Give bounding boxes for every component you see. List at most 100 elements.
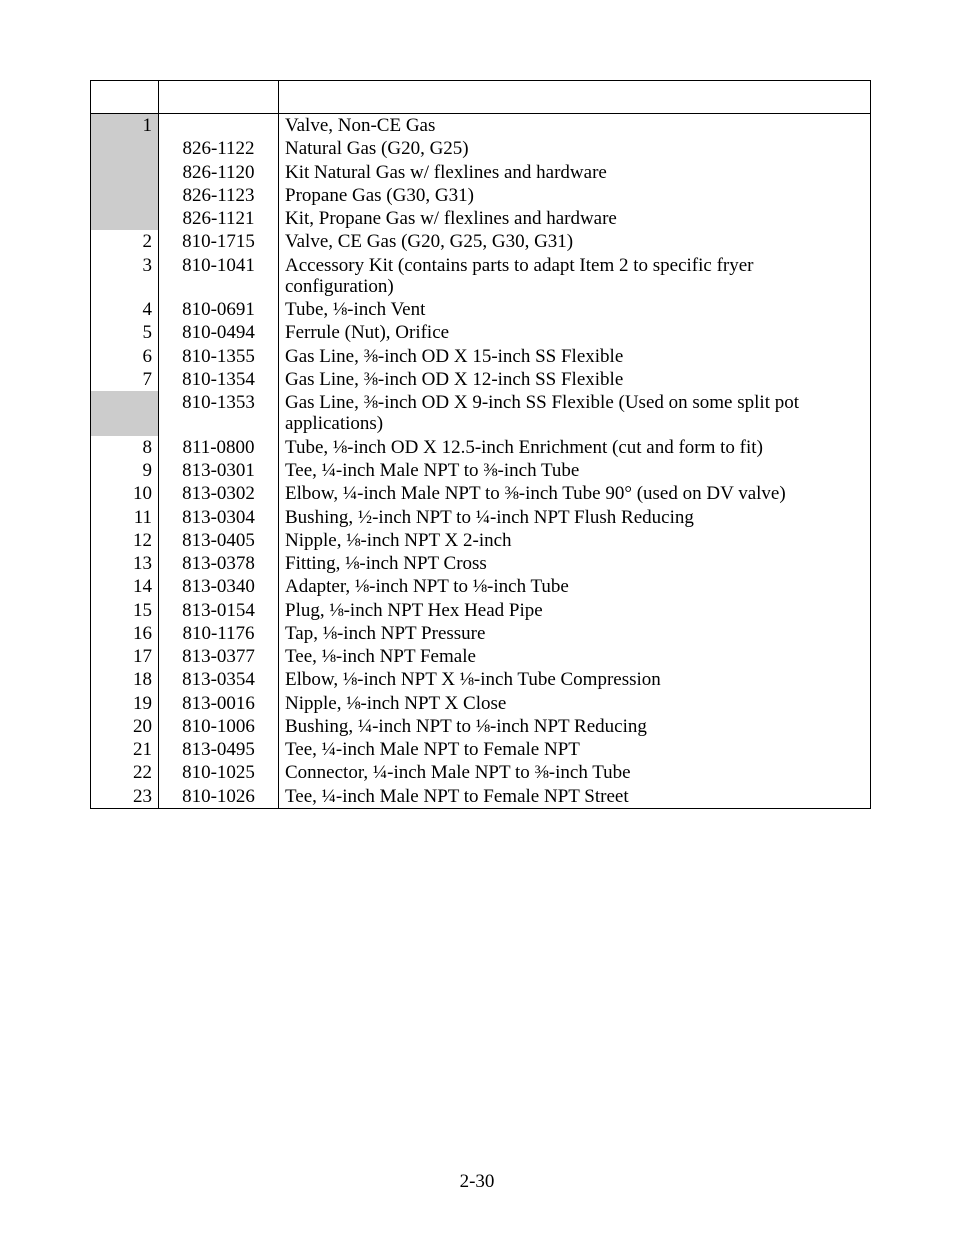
item-cell: [91, 207, 159, 230]
table-row: 1Valve, Non-CE Gas: [91, 114, 871, 138]
table-row: 19813-0016Nipple, ⅛-inch NPT X Close: [91, 692, 871, 715]
item-cell: 15: [91, 599, 159, 622]
part-cell: 813-0154: [159, 599, 279, 622]
table-header-row: [91, 81, 871, 114]
table-row: 14813-0340Adapter, ⅛-inch NPT to ⅛-inch …: [91, 575, 871, 598]
item-cell: 5: [91, 321, 159, 344]
part-cell: 813-0302: [159, 482, 279, 505]
item-cell: [91, 137, 159, 160]
desc-cell: Tee, ⅛-inch NPT Female: [279, 645, 871, 668]
table-row: 3810-1041Accessory Kit (contains parts t…: [91, 254, 871, 299]
desc-cell: Gas Line, ⅜-inch OD X 9-inch SS Flexible…: [279, 391, 871, 436]
desc-cell: Natural Gas (G20, G25): [279, 137, 871, 160]
item-cell: 6: [91, 345, 159, 368]
part-cell: 811-0800: [159, 436, 279, 459]
table-row: 12813-0405Nipple, ⅛-inch NPT X 2-inch: [91, 529, 871, 552]
item-cell: [91, 184, 159, 207]
item-cell: 23: [91, 785, 159, 809]
table-row: 11813-0304Bushing, ½-inch NPT to ¼-inch …: [91, 506, 871, 529]
part-cell: 826-1122: [159, 137, 279, 160]
desc-cell: Kit, Propane Gas w/ flexlines and hardwa…: [279, 207, 871, 230]
table-row: 23810-1026Tee, ¼-inch Male NPT to Female…: [91, 785, 871, 809]
part-cell: 810-1176: [159, 622, 279, 645]
part-cell: 813-0354: [159, 668, 279, 691]
desc-cell: Fitting, ⅛-inch NPT Cross: [279, 552, 871, 575]
table-row: 20810-1006Bushing, ¼-inch NPT to ⅛-inch …: [91, 715, 871, 738]
item-cell: 21: [91, 738, 159, 761]
part-cell: 813-0340: [159, 575, 279, 598]
col-part-header: [159, 81, 279, 114]
desc-cell: Tube, ⅛-inch OD X 12.5-inch Enrichment (…: [279, 436, 871, 459]
desc-cell: Tee, ¼-inch Male NPT to Female NPT Stree…: [279, 785, 871, 809]
item-cell: [91, 391, 159, 436]
table-row: 826-1122Natural Gas (G20, G25): [91, 137, 871, 160]
table-row: 9813-0301Tee, ¼-inch Male NPT to ⅜-inch …: [91, 459, 871, 482]
item-cell: 20: [91, 715, 159, 738]
item-cell: 3: [91, 254, 159, 299]
parts-table: 1Valve, Non-CE Gas826-1122Natural Gas (G…: [90, 80, 871, 809]
desc-cell: Elbow, ⅛-inch NPT X ⅛-inch Tube Compress…: [279, 668, 871, 691]
item-cell: 11: [91, 506, 159, 529]
desc-cell: Tee, ¼-inch Male NPT to Female NPT: [279, 738, 871, 761]
desc-cell: Kit Natural Gas w/ flexlines and hardwar…: [279, 161, 871, 184]
desc-cell: Propane Gas (G30, G31): [279, 184, 871, 207]
table-row: 826-1120Kit Natural Gas w/ flexlines and…: [91, 161, 871, 184]
item-cell: 14: [91, 575, 159, 598]
desc-cell: Bushing, ¼-inch NPT to ⅛-inch NPT Reduci…: [279, 715, 871, 738]
part-cell: 813-0405: [159, 529, 279, 552]
item-cell: 16: [91, 622, 159, 645]
table-row: 4810-0691Tube, ⅛-inch Vent: [91, 298, 871, 321]
table-row: 15813-0154Plug, ⅛-inch NPT Hex Head Pipe: [91, 599, 871, 622]
desc-cell: Gas Line, ⅜-inch OD X 12-inch SS Flexibl…: [279, 368, 871, 391]
desc-cell: Nipple, ⅛-inch NPT X Close: [279, 692, 871, 715]
part-cell: 810-0691: [159, 298, 279, 321]
part-cell: 826-1121: [159, 207, 279, 230]
item-cell: [91, 161, 159, 184]
desc-cell: Nipple, ⅛-inch NPT X 2-inch: [279, 529, 871, 552]
part-cell: 813-0495: [159, 738, 279, 761]
col-desc-header: [279, 81, 871, 114]
desc-cell: Tube, ⅛-inch Vent: [279, 298, 871, 321]
part-cell: 813-0016: [159, 692, 279, 715]
part-cell: 813-0301: [159, 459, 279, 482]
part-cell: 813-0377: [159, 645, 279, 668]
page-number: 2-30: [0, 1171, 954, 1193]
part-cell: 810-1354: [159, 368, 279, 391]
table-row: 6810-1355Gas Line, ⅜-inch OD X 15-inch S…: [91, 345, 871, 368]
table-row: 22810-1025Connector, ¼-inch Male NPT to …: [91, 761, 871, 784]
part-cell: 813-0378: [159, 552, 279, 575]
item-cell: 17: [91, 645, 159, 668]
item-cell: 4: [91, 298, 159, 321]
table-row: 10813-0302Elbow, ¼-inch Male NPT to ⅜-in…: [91, 482, 871, 505]
desc-cell: Gas Line, ⅜-inch OD X 15-inch SS Flexibl…: [279, 345, 871, 368]
part-cell: 826-1120: [159, 161, 279, 184]
desc-cell: Tap, ⅛-inch NPT Pressure: [279, 622, 871, 645]
desc-cell: Valve, Non-CE Gas: [279, 114, 871, 138]
table-row: 17813-0377Tee, ⅛-inch NPT Female: [91, 645, 871, 668]
item-cell: 9: [91, 459, 159, 482]
col-item-header: [91, 81, 159, 114]
part-cell: 810-1715: [159, 230, 279, 253]
item-cell: 13: [91, 552, 159, 575]
item-cell: 19: [91, 692, 159, 715]
part-cell: 826-1123: [159, 184, 279, 207]
part-cell: 810-1041: [159, 254, 279, 299]
part-cell: [159, 114, 279, 138]
desc-cell: Elbow, ¼-inch Male NPT to ⅜-inch Tube 90…: [279, 482, 871, 505]
table-row: 13813-0378Fitting, ⅛-inch NPT Cross: [91, 552, 871, 575]
table-row: 826-1123Propane Gas (G30, G31): [91, 184, 871, 207]
item-cell: 7: [91, 368, 159, 391]
table-row: 2810-1715Valve, CE Gas (G20, G25, G30, G…: [91, 230, 871, 253]
table-row: 826-1121Kit, Propane Gas w/ flexlines an…: [91, 207, 871, 230]
item-cell: 12: [91, 529, 159, 552]
table-row: 18813-0354Elbow, ⅛-inch NPT X ⅛-inch Tub…: [91, 668, 871, 691]
part-cell: 810-1353: [159, 391, 279, 436]
part-cell: 810-1006: [159, 715, 279, 738]
item-cell: 2: [91, 230, 159, 253]
part-cell: 810-1025: [159, 761, 279, 784]
desc-cell: Tee, ¼-inch Male NPT to ⅜-inch Tube: [279, 459, 871, 482]
part-cell: 810-0494: [159, 321, 279, 344]
desc-cell: Adapter, ⅛-inch NPT to ⅛-inch Tube: [279, 575, 871, 598]
desc-cell: Valve, CE Gas (G20, G25, G30, G31): [279, 230, 871, 253]
table-row: 21813-0495Tee, ¼-inch Male NPT to Female…: [91, 738, 871, 761]
